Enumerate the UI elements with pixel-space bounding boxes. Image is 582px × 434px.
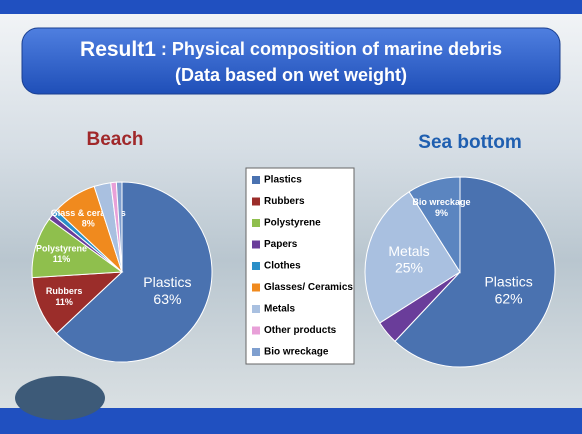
legend-label: Polystyrene [264, 218, 321, 229]
pie-slice [394, 176, 556, 368]
legend-box [245, 167, 355, 365]
slice-value-label: 25% [395, 260, 423, 276]
slice-name: Polystyrene [36, 243, 87, 253]
legend-swatch [252, 176, 260, 184]
legend-swatch [252, 262, 260, 270]
pie-slice [364, 191, 461, 324]
legend-label: Rubbers [264, 196, 305, 207]
slice-name: Plastics [484, 274, 532, 290]
title-rest: : Physical composition of marine debris [156, 39, 502, 59]
slice-name: Glass & ceramics [51, 208, 126, 218]
slice-value-label: 11% [55, 297, 73, 307]
slice-value-label: 8% [82, 219, 95, 229]
legend-swatch [252, 240, 260, 249]
slice-name: Rubbers [46, 286, 83, 296]
title-box [21, 27, 561, 95]
slide-subtitle: (Data based on wet weight) [175, 65, 407, 85]
top-bar [0, 0, 582, 14]
legend-label: Papers [264, 239, 298, 250]
legend-swatch [252, 326, 260, 335]
legend-swatch [252, 305, 260, 313]
legend-swatch [252, 348, 260, 356]
legend-label: Glasses/ Ceramics [264, 282, 353, 293]
slice-value-label: 62% [495, 290, 523, 306]
pie-slice [408, 176, 461, 274]
slice-name: Metals [388, 243, 429, 259]
bottom-bar [0, 408, 582, 434]
pie-slice [115, 181, 123, 273]
slice-value-label: 63% [153, 291, 181, 307]
legend-swatch [252, 283, 260, 292]
legend-label: Bio wreckage [264, 347, 329, 358]
legend-swatch [252, 197, 260, 206]
legend-label: Metals [264, 304, 296, 315]
legend-label: Clothes [264, 261, 301, 272]
slice-name: Bio wreckage [412, 197, 470, 207]
legend-swatch [252, 219, 260, 227]
pie-title: Sea bottom [418, 132, 521, 153]
slice-name: Plastics [143, 274, 191, 290]
slice-value-label: 9% [435, 208, 448, 218]
slice-value-label: 11% [53, 254, 71, 264]
title-bold: Result1 [80, 38, 156, 61]
legend-label: Plastics [264, 175, 302, 186]
legend-label: Other products [264, 325, 337, 336]
pie-slice [55, 181, 213, 363]
slide-title: Result1 : Physical composition of marine… [80, 38, 502, 61]
turtle-image [15, 376, 105, 420]
pie-title: Beach [86, 129, 143, 150]
